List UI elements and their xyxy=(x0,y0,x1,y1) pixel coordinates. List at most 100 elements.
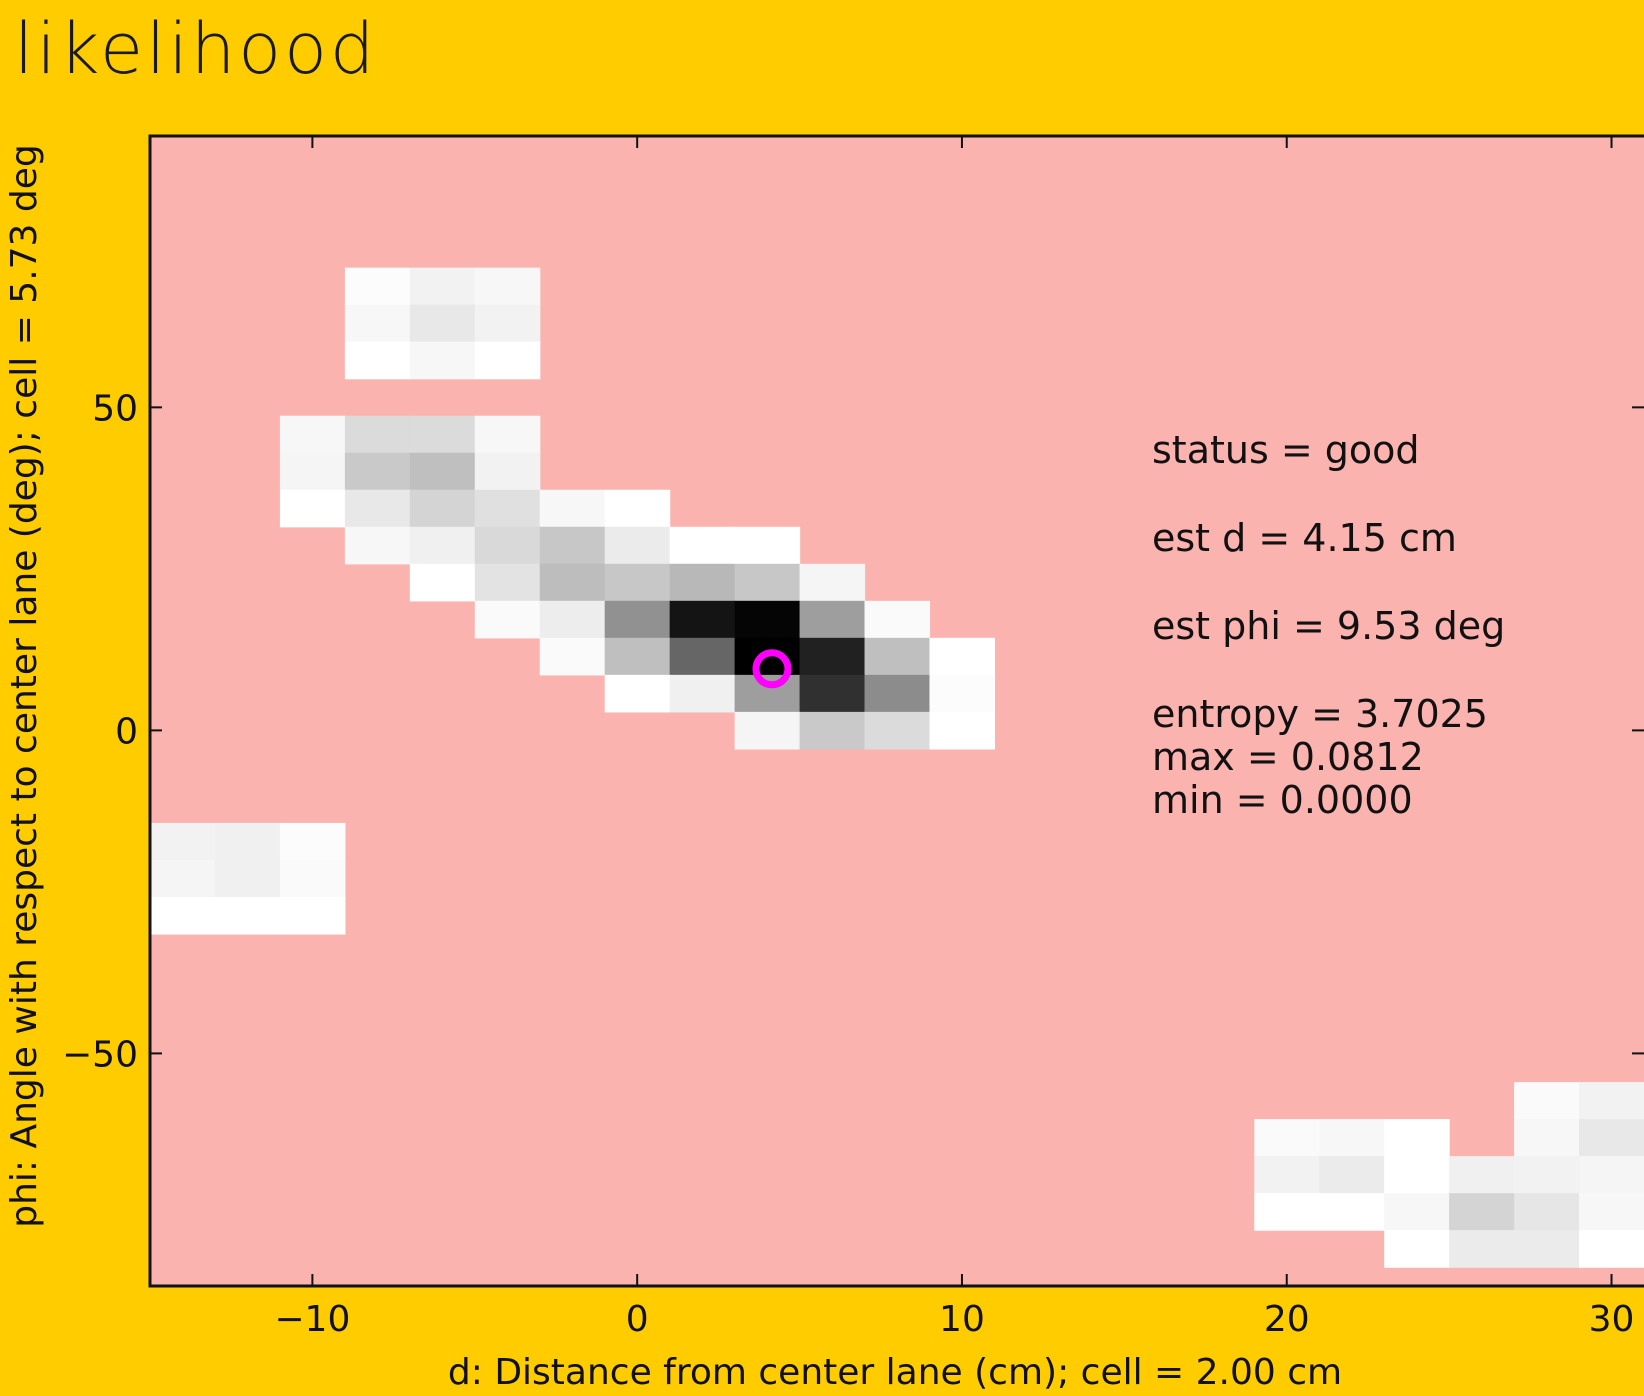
heatmap-cell xyxy=(604,674,671,713)
heatmap-cell xyxy=(474,267,541,306)
heatmap-cell xyxy=(150,859,216,898)
estimate-marker-dot xyxy=(768,665,775,672)
estimate-marker-group xyxy=(752,649,792,689)
heatmap-cell xyxy=(799,711,866,750)
heatmap-cell xyxy=(279,896,346,935)
heatmap-cell xyxy=(929,674,996,713)
heatmap-cell xyxy=(1514,1156,1580,1194)
heatmap-cell xyxy=(409,415,476,454)
heatmap-cell xyxy=(864,711,931,750)
heatmap-cell xyxy=(409,452,476,491)
heatmap-cell xyxy=(539,637,606,676)
x-tick-label: 20 xyxy=(1264,1299,1310,1340)
heatmap-cell xyxy=(1384,1156,1450,1194)
heatmap-cell xyxy=(799,563,866,602)
heatmap-cell xyxy=(1254,1156,1320,1194)
heatmap-cell xyxy=(669,637,736,676)
heatmap-cell xyxy=(1254,1193,1320,1231)
heatmap-cell xyxy=(1449,1156,1515,1194)
heatmap-cell xyxy=(409,341,476,380)
heatmap-cell xyxy=(474,600,541,639)
heatmap-cell xyxy=(214,822,281,861)
heatmap-cell xyxy=(1319,1193,1385,1231)
annotation-line: est d = 4.15 cm xyxy=(1152,516,1457,560)
heatmap-cell xyxy=(864,600,931,639)
annotation-line: est phi = 9.53 deg xyxy=(1152,604,1505,648)
heatmap-cell xyxy=(279,489,346,528)
heatmap-cell xyxy=(474,452,541,491)
heatmap-cell xyxy=(734,563,801,602)
heatmap-cell xyxy=(214,896,281,935)
heatmap-cell xyxy=(279,452,346,491)
heatmap-cell xyxy=(1319,1119,1385,1157)
annotations: status = good est d = 4.15 cm est phi = 9.… xyxy=(1152,428,1505,822)
heatmap-cell xyxy=(669,674,736,713)
heatmap-cell xyxy=(929,711,996,750)
heatmap-cell xyxy=(150,822,216,861)
heatmap-cell xyxy=(474,304,541,343)
heatmap-cell xyxy=(214,859,281,898)
heatmap-cell xyxy=(344,341,411,380)
heatmap-cell xyxy=(799,637,866,676)
annotation-line: min = 0.0000 xyxy=(1152,778,1413,822)
heatmap-cell xyxy=(604,637,671,676)
axis-ticks: −10 0 10 20 30 −50 0 50 xyxy=(62,136,1644,1340)
heatmap-cell xyxy=(539,526,606,565)
y-tick-label: 50 xyxy=(92,388,138,429)
heatmap-cell xyxy=(864,674,931,713)
heatmap-cell xyxy=(1384,1193,1450,1231)
heatmap-cell xyxy=(734,711,801,750)
heatmap-cell xyxy=(1254,1119,1320,1157)
heatmap-cell xyxy=(799,600,866,639)
heatmap-cell xyxy=(604,489,671,528)
heatmap-cell xyxy=(1579,1156,1644,1194)
heatmap-cell xyxy=(539,563,606,602)
heatmap-cell xyxy=(344,526,411,565)
heatmap-cell xyxy=(929,637,996,676)
heatmap-cell xyxy=(474,526,541,565)
heatmap-cell xyxy=(669,563,736,602)
heatmap-cell xyxy=(474,415,541,454)
heatmap-cell xyxy=(344,452,411,491)
y-tick-label: −50 xyxy=(62,1034,138,1075)
x-tick-label: 0 xyxy=(626,1299,649,1340)
x-tick-label: −10 xyxy=(274,1299,350,1340)
heatmap-cell xyxy=(799,674,866,713)
heatmap-cell xyxy=(669,600,736,639)
heatmap-cell xyxy=(279,415,346,454)
heatmap-cell xyxy=(1579,1230,1644,1268)
annotation-line: max = 0.0812 xyxy=(1152,735,1424,779)
heatmap-cell xyxy=(539,489,606,528)
x-tick-label: 10 xyxy=(939,1299,985,1340)
heatmap-cell xyxy=(1514,1193,1580,1231)
heatmap-cell xyxy=(604,600,671,639)
heatmap-cell xyxy=(1449,1193,1515,1231)
x-axis-label: d: Distance from center lane (cm); cell … xyxy=(448,1352,1342,1393)
heatmap-cell xyxy=(1384,1119,1450,1157)
heatmap-cell xyxy=(344,304,411,343)
heatmap-cell xyxy=(409,563,476,602)
heatmap-cell xyxy=(474,489,541,528)
heatmap-cell xyxy=(150,896,216,935)
heatmap-cell xyxy=(1514,1230,1580,1268)
heatmap-cell xyxy=(1319,1156,1385,1194)
heatmap-cell xyxy=(1514,1119,1580,1157)
heatmap-cell xyxy=(344,267,411,306)
heatmap-cell xyxy=(1514,1082,1580,1120)
heatmap-cell xyxy=(1579,1082,1644,1120)
y-axis-label: phi: Angle with respect to center lane (… xyxy=(4,144,45,1228)
heatmap-cell xyxy=(279,859,346,898)
heatmap-cell xyxy=(474,341,541,380)
heatmap-cell xyxy=(604,563,671,602)
y-tick-label: 0 xyxy=(115,711,138,752)
heatmap-cell xyxy=(409,489,476,528)
plot-frame xyxy=(148,134,1644,1288)
heatmap-cell xyxy=(1449,1230,1515,1268)
heatmap-cell xyxy=(409,526,476,565)
heatmap-cell xyxy=(864,637,931,676)
heatmap-cell xyxy=(474,563,541,602)
heatmap-cell xyxy=(1579,1119,1644,1157)
page-title: likelihood xyxy=(14,8,378,90)
heatmap-cell xyxy=(344,415,411,454)
